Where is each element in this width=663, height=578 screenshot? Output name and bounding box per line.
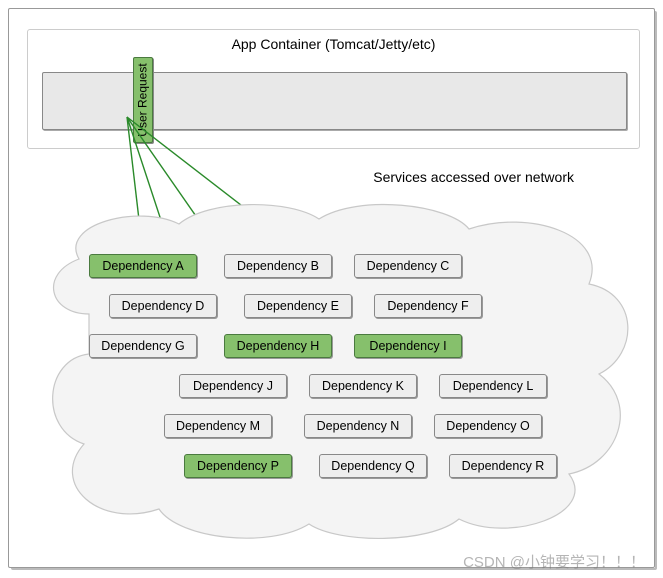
dependency-node-p: Dependency P xyxy=(184,454,292,478)
app-container-bar: User Request xyxy=(42,72,627,130)
dependency-label: Dependency F xyxy=(387,299,468,313)
dependency-label: Dependency I xyxy=(369,339,446,353)
dependency-label: Dependency A xyxy=(102,259,183,273)
dependency-node-e: Dependency E xyxy=(244,294,352,318)
dependency-node-o: Dependency O xyxy=(434,414,542,438)
dependency-node-j: Dependency J xyxy=(179,374,287,398)
dependency-node-h: Dependency H xyxy=(224,334,332,358)
dependency-node-c: Dependency C xyxy=(354,254,462,278)
watermark-text: CSDN @小钟要学习！！！ xyxy=(463,551,645,572)
user-request-box: User Request xyxy=(133,57,153,143)
dependency-label: Dependency K xyxy=(322,379,404,393)
dependency-label: Dependency G xyxy=(101,339,184,353)
cloud-shape xyxy=(29,194,639,544)
app-container-group: App Container (Tomcat/Jetty/etc) User Re… xyxy=(27,29,640,149)
dependency-label: Dependency E xyxy=(257,299,339,313)
dependency-label: Dependency L xyxy=(453,379,534,393)
dependency-node-l: Dependency L xyxy=(439,374,547,398)
dependency-node-a: Dependency A xyxy=(89,254,197,278)
dependency-node-g: Dependency G xyxy=(89,334,197,358)
services-title: Services accessed over network xyxy=(9,169,574,185)
dependency-node-n: Dependency N xyxy=(304,414,412,438)
dependency-label: Dependency Q xyxy=(331,459,414,473)
dependency-node-q: Dependency Q xyxy=(319,454,427,478)
dependency-node-r: Dependency R xyxy=(449,454,557,478)
user-request-label: User Request xyxy=(136,63,150,136)
diagram-frame: App Container (Tomcat/Jetty/etc) User Re… xyxy=(8,8,655,568)
dependency-node-f: Dependency F xyxy=(374,294,482,318)
dependency-label: Dependency H xyxy=(237,339,320,353)
dependency-label: Dependency N xyxy=(317,419,400,433)
dependency-label: Dependency P xyxy=(197,459,279,473)
dependency-node-m: Dependency M xyxy=(164,414,272,438)
dependency-label: Dependency D xyxy=(122,299,205,313)
app-container-title: App Container (Tomcat/Jetty/etc) xyxy=(28,36,639,52)
dependency-node-b: Dependency B xyxy=(224,254,332,278)
dependency-node-i: Dependency I xyxy=(354,334,462,358)
dependency-label: Dependency O xyxy=(446,419,529,433)
dependency-label: Dependency M xyxy=(176,419,260,433)
dependency-label: Dependency C xyxy=(367,259,450,273)
cloud-region xyxy=(29,194,639,544)
dependency-label: Dependency B xyxy=(237,259,319,273)
dependency-node-k: Dependency K xyxy=(309,374,417,398)
dependency-node-d: Dependency D xyxy=(109,294,217,318)
dependency-label: Dependency J xyxy=(193,379,273,393)
dependency-label: Dependency R xyxy=(462,459,545,473)
